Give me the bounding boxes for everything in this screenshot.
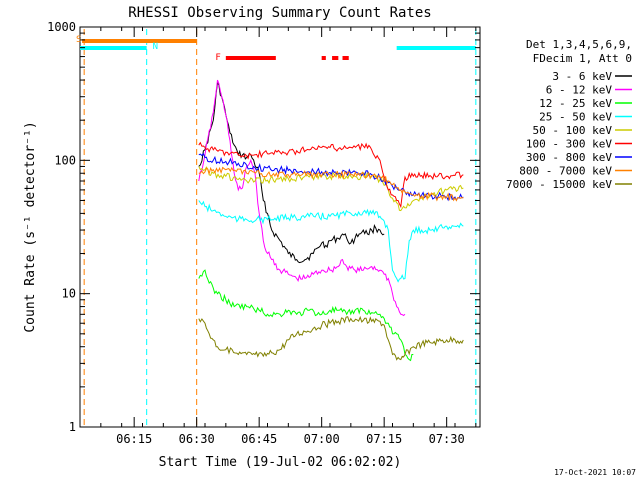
status-flag-bars: S N F [76, 35, 476, 63]
flag-bar-flare [321, 56, 326, 60]
footer-date: 17-Oct-2021 10:07 [554, 468, 636, 477]
x-tick-label: 07:30 [429, 432, 465, 446]
x-tick-label: 07:00 [304, 432, 340, 446]
flag-label-saa: S [76, 35, 81, 45]
series-line-9 [198, 315, 464, 361]
series-line-3 [198, 269, 414, 362]
y-tick-label: 10 [62, 287, 76, 301]
legend-label: 25 - 50 keV [539, 111, 612, 124]
legend-label: 7000 - 15000 keV [506, 178, 612, 191]
flag-bar-saa [82, 39, 197, 43]
series-line-1 [198, 81, 385, 264]
series-line-2 [198, 79, 406, 317]
x-tick-label: 07:15 [366, 432, 402, 446]
series-line-8 [198, 166, 464, 202]
legend-label: 6 - 12 keV [546, 84, 613, 97]
flag-label-flare: F [215, 53, 220, 63]
y-axis-label: Count Rate (s⁻¹ detector⁻¹) [23, 121, 38, 332]
series-line-7 [198, 152, 464, 202]
legend-label: 800 - 7000 keV [519, 165, 612, 178]
y-tick-label: 1 [69, 420, 76, 434]
legend-header-decimation: FDecim 1, Att 0 [533, 52, 632, 65]
x-axis-label: Start Time (19-Jul-02 06:02:02) [159, 455, 402, 470]
vertical-markers [83, 29, 477, 427]
legend-label: 100 - 300 keV [526, 138, 612, 151]
flag-bar-night [396, 46, 476, 50]
legend: Det 1,3,4,5,6,9, FDecim 1, Att 0 3 - 6 k… [506, 38, 632, 191]
y-tick-label: 1000 [47, 20, 76, 34]
x-tick-label: 06:15 [116, 432, 152, 446]
legend-label: 50 - 100 keV [533, 124, 613, 137]
flag-bar-flare [342, 56, 349, 60]
flag-bar-flare [332, 56, 339, 60]
series-line-4 [198, 200, 464, 283]
series-lines [198, 79, 464, 362]
chart-title: RHESSI Observing Summary Count Rates [128, 5, 431, 21]
flag-bar-night [80, 46, 147, 50]
plot-area [79, 26, 481, 428]
legend-label: 12 - 25 keV [539, 97, 612, 110]
legend-header-detectors: Det 1,3,4,5,6,9, [526, 38, 632, 51]
x-tick-label: 06:30 [179, 432, 215, 446]
flag-label-night: N [153, 42, 158, 52]
x-tick-label: 06:45 [241, 432, 277, 446]
flag-bar-flare [225, 56, 276, 60]
legend-label: 300 - 800 keV [526, 151, 612, 164]
y-tick-label: 100 [54, 153, 76, 167]
legend-label: 3 - 6 keV [552, 70, 612, 83]
axes: 1 10 100 1000 06:15 06:30 06:45 07:00 07:15 07:30 [47, 20, 480, 446]
series-line-6 [198, 141, 464, 209]
